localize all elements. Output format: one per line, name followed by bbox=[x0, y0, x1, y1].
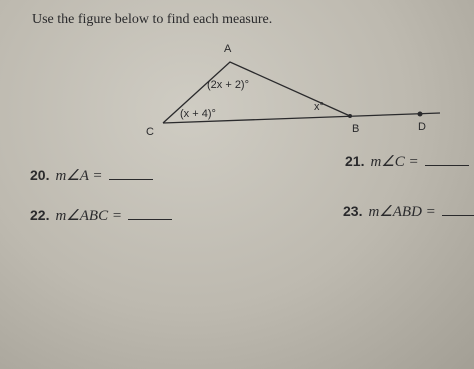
problem-text: m∠ABC = bbox=[55, 208, 122, 224]
label-d: D bbox=[418, 121, 426, 133]
label-c: C bbox=[146, 126, 154, 138]
problem-text: m∠ABD = bbox=[368, 204, 436, 220]
angle-c-label: (x + 4)° bbox=[180, 108, 216, 120]
answer-blank bbox=[108, 179, 153, 180]
label-b: B bbox=[352, 123, 359, 135]
answer-blank bbox=[127, 219, 172, 220]
instructions: Use the figure below to find each measur… bbox=[32, 12, 273, 27]
problem: 23. m∠ABD = bbox=[343, 202, 474, 221]
problem-text: m∠A = bbox=[55, 168, 103, 184]
angle-a-label: (2x + 2)° bbox=[207, 79, 249, 91]
label-a: A bbox=[224, 43, 232, 55]
problem: 22. m∠ABC = bbox=[30, 206, 172, 225]
problem-number: 22. bbox=[30, 207, 50, 223]
problem-text: m∠C = bbox=[370, 154, 419, 170]
angle-b-label: x° bbox=[314, 101, 324, 113]
problem-number: 20. bbox=[30, 167, 50, 183]
base-ray bbox=[162, 112, 441, 124]
problem: 21. m∠C = bbox=[345, 152, 469, 171]
problem: 20. m∠A = bbox=[30, 166, 153, 185]
answer-blank bbox=[441, 215, 474, 216]
point-d bbox=[417, 111, 423, 117]
problem-number: 21. bbox=[345, 153, 365, 169]
answer-blank bbox=[424, 165, 469, 166]
point-b bbox=[348, 114, 352, 118]
problem-number: 23. bbox=[343, 203, 363, 219]
triangle-sides bbox=[162, 61, 351, 124]
